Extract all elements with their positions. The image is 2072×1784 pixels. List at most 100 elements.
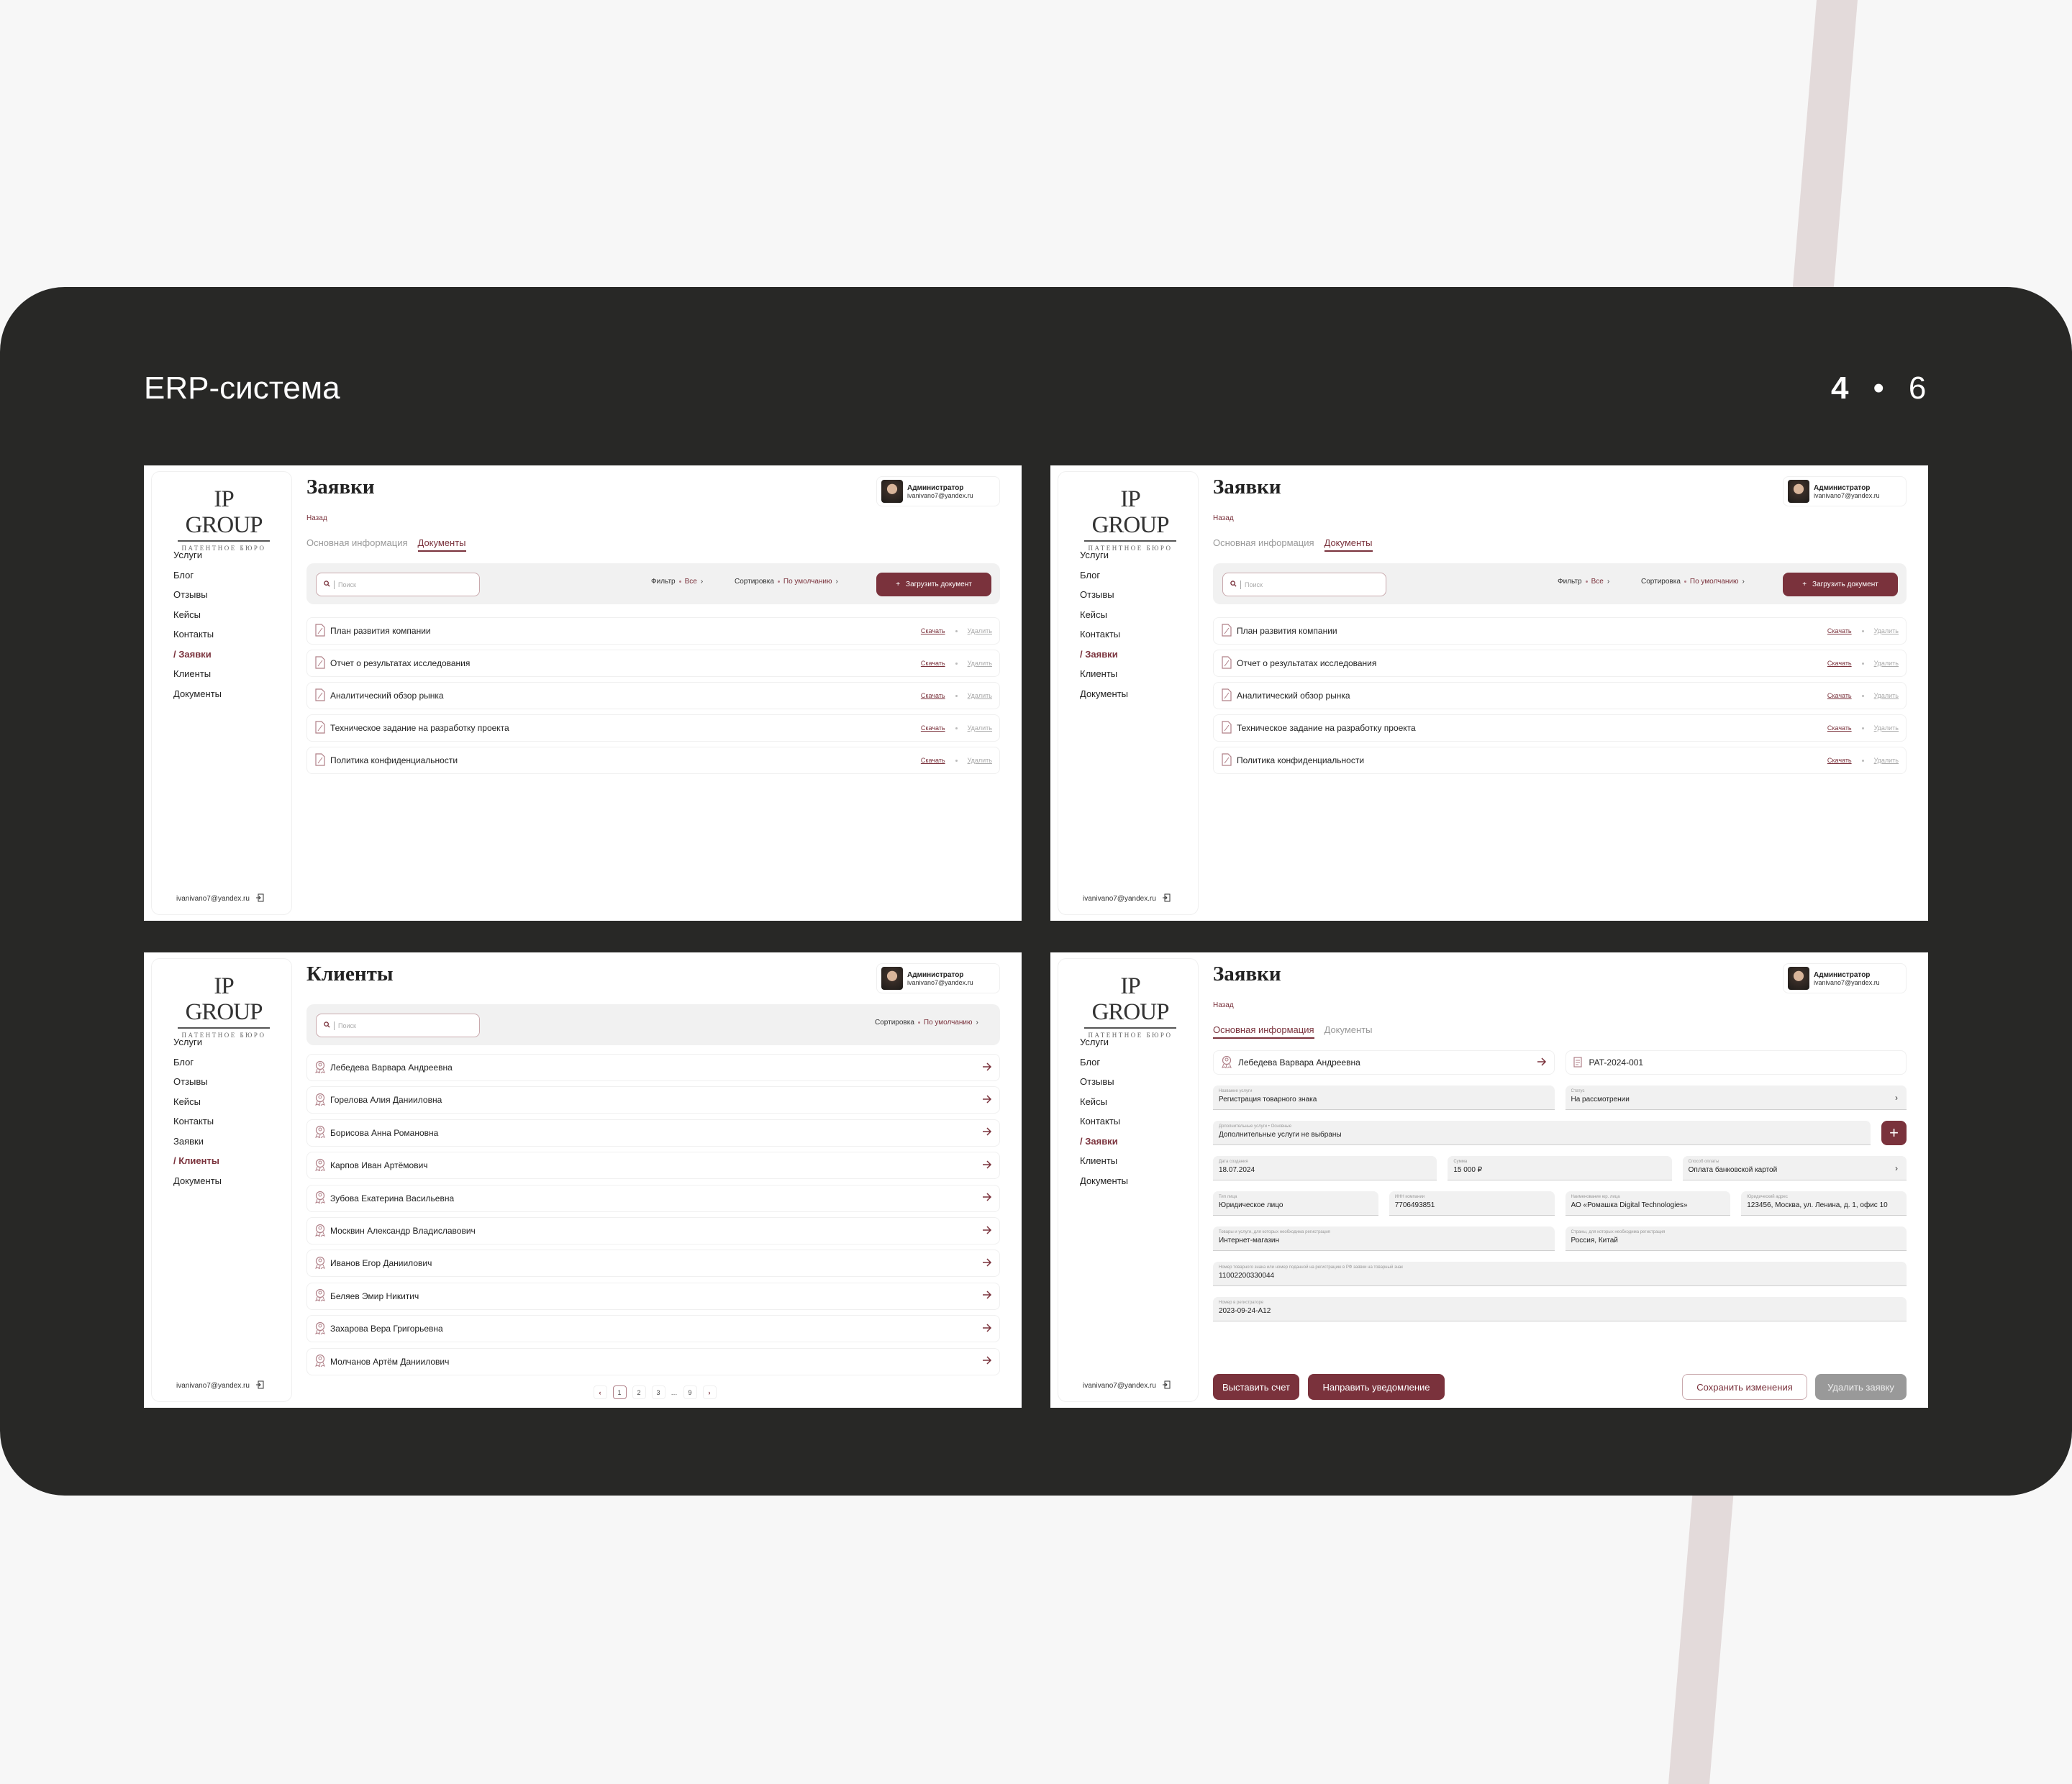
user-profile[interactable]: Администратор ivanivano7@yandex.ru xyxy=(876,476,1000,506)
logo[interactable]: IP GROUP ПАТЕНТНОЕ БЮРО xyxy=(173,973,274,1039)
download-link[interactable]: Скачать xyxy=(1827,692,1852,699)
back-link[interactable]: Назад xyxy=(1213,1001,1234,1009)
form-field[interactable]: Способ оплаты Оплата банковской картой › xyxy=(1682,1156,1907,1180)
save-button[interactable]: Сохранить изменения xyxy=(1682,1374,1807,1400)
arrow-right-icon[interactable] xyxy=(982,1324,992,1334)
arrow-right-icon[interactable] xyxy=(982,1095,992,1106)
search-input[interactable]: Поиск xyxy=(1222,573,1386,596)
sidebar-item-3[interactable]: Кейсы xyxy=(173,1096,222,1116)
client-row[interactable]: Лебедева Варвара Андреевна xyxy=(306,1054,1000,1081)
sidebar-item-4[interactable]: Контакты xyxy=(173,628,222,648)
sidebar-item-2[interactable]: Отзывы xyxy=(1080,1075,1128,1096)
tab-0[interactable]: Основная информация xyxy=(306,537,408,548)
sort-select[interactable]: Сортировка По умолчанию › xyxy=(875,1019,978,1027)
arrow-right-icon[interactable] xyxy=(982,1127,992,1138)
sidebar-item-7[interactable]: Документы xyxy=(173,1175,222,1195)
upload-document-button[interactable]: + Загрузить документ xyxy=(1783,573,1898,596)
sidebar-item-2[interactable]: Отзывы xyxy=(173,588,222,609)
prev-page-button[interactable]: ‹ xyxy=(593,1385,607,1399)
form-field[interactable]: Номер товарного знака или номер поданной… xyxy=(1213,1262,1907,1286)
logout-icon[interactable] xyxy=(1162,1380,1171,1391)
download-link[interactable]: Скачать xyxy=(1827,627,1852,634)
sort-select[interactable]: Сортировка По умолчанию › xyxy=(1641,578,1745,586)
form-field[interactable]: Страны, для которых необходима регистрац… xyxy=(1565,1226,1907,1251)
delete-link[interactable]: Удалить xyxy=(967,627,992,634)
delete-link[interactable]: Удалить xyxy=(967,757,992,764)
download-link[interactable]: Скачать xyxy=(920,724,945,732)
arrow-right-icon[interactable] xyxy=(982,1193,992,1203)
sidebar-item-3[interactable]: Кейсы xyxy=(1080,1096,1128,1116)
download-link[interactable]: Скачать xyxy=(1827,660,1852,667)
sidebar-item-0[interactable]: Услуги xyxy=(173,549,222,569)
client-row[interactable]: Беляев Эмир Никитич xyxy=(306,1282,1000,1310)
delete-link[interactable]: Удалить xyxy=(967,724,992,732)
user-profile[interactable]: Администратор ivanivano7@yandex.ru xyxy=(1783,963,1907,993)
sidebar-item-2[interactable]: Отзывы xyxy=(173,1075,222,1096)
logo[interactable]: IP GROUP ПАТЕНТНОЕ БЮРО xyxy=(1080,486,1181,552)
sort-select[interactable]: Сортировка По умолчанию › xyxy=(735,578,838,586)
sidebar-item-4[interactable]: Контакты xyxy=(1080,1115,1128,1135)
form-field[interactable]: Номер в регистраторе 2023-09-24-A12 xyxy=(1213,1297,1907,1321)
logout-icon[interactable] xyxy=(1162,893,1171,904)
search-input[interactable]: Поиск xyxy=(316,1014,480,1037)
form-field[interactable]: Название услуги Регистрация товарного зна… xyxy=(1213,1086,1555,1110)
form-field[interactable]: Статус На рассмотрении › xyxy=(1565,1086,1907,1110)
tab-1[interactable]: Документы xyxy=(417,537,466,552)
back-link[interactable]: Назад xyxy=(306,514,327,522)
form-field[interactable]: Товары и услуги, для которых необходима … xyxy=(1213,1226,1555,1251)
sidebar-item-0[interactable]: Услуги xyxy=(173,1036,222,1056)
page-button-9[interactable]: 9 xyxy=(683,1385,697,1399)
sidebar-item-7[interactable]: Документы xyxy=(173,688,222,708)
download-link[interactable]: Скачать xyxy=(920,757,945,764)
sidebar-item-2[interactable]: Отзывы xyxy=(1080,588,1128,609)
notify-button[interactable]: Направить уведомление xyxy=(1308,1374,1445,1400)
delete-link[interactable]: Удалить xyxy=(967,692,992,699)
delete-link[interactable]: Удалить xyxy=(1873,627,1899,634)
arrow-right-icon[interactable] xyxy=(982,1160,992,1171)
logo[interactable]: IP GROUP ПАТЕНТНОЕ БЮРО xyxy=(173,486,274,552)
arrow-right-icon[interactable] xyxy=(982,1062,992,1073)
upload-document-button[interactable]: + Загрузить документ xyxy=(876,573,991,596)
arrow-right-icon[interactable] xyxy=(982,1258,992,1269)
sidebar-item-6[interactable]: Клиенты xyxy=(173,668,222,688)
form-field[interactable]: ИНН компании 7706493851 xyxy=(1389,1191,1555,1216)
form-field[interactable]: Наименование юр. лица АО «Ромашка Digital… xyxy=(1565,1191,1731,1216)
logo[interactable]: IP GROUP ПАТЕНТНОЕ БЮРО xyxy=(1080,973,1181,1039)
sidebar-item-5[interactable]: / Заявки xyxy=(1080,1135,1128,1155)
search-input[interactable]: Поиск xyxy=(316,573,480,596)
sidebar-item-7[interactable]: Документы xyxy=(1080,1175,1128,1195)
download-link[interactable]: Скачать xyxy=(920,660,945,667)
page-button-3[interactable]: 3 xyxy=(651,1385,665,1399)
sidebar-item-6[interactable]: / Клиенты xyxy=(173,1155,222,1175)
tab-0[interactable]: Основная информация xyxy=(1213,1024,1314,1039)
invoice-button[interactable]: Выставить счет xyxy=(1213,1374,1299,1400)
delete-link[interactable]: Удалить xyxy=(1873,757,1899,764)
user-profile[interactable]: Администратор ivanivano7@yandex.ru xyxy=(1783,476,1907,506)
sidebar-item-3[interactable]: Кейсы xyxy=(1080,609,1128,629)
client-row[interactable]: Борисова Анна Романовна xyxy=(306,1119,1000,1147)
sidebar-item-1[interactable]: Блог xyxy=(173,1056,222,1076)
sidebar-item-5[interactable]: / Заявки xyxy=(1080,648,1128,668)
download-link[interactable]: Скачать xyxy=(920,627,945,634)
sidebar-item-1[interactable]: Блог xyxy=(173,569,222,589)
sidebar-item-1[interactable]: Блог xyxy=(1080,569,1128,589)
arrow-right-icon[interactable] xyxy=(982,1356,992,1367)
delete-request-button[interactable]: Удалить заявку xyxy=(1815,1374,1907,1400)
user-profile[interactable]: Администратор ivanivano7@yandex.ru xyxy=(876,963,1000,993)
client-row[interactable]: Молчанов Артём Даниилович xyxy=(306,1347,1000,1375)
sidebar-item-4[interactable]: Контакты xyxy=(1080,628,1128,648)
client-card[interactable]: Лебедева Варвара Андреевна xyxy=(1213,1050,1555,1075)
form-field[interactable]: Тип лица Юридическое лицо xyxy=(1213,1191,1378,1216)
delete-link[interactable]: Удалить xyxy=(1873,724,1899,732)
next-page-button[interactable]: › xyxy=(702,1385,717,1399)
back-link[interactable]: Назад xyxy=(1213,514,1234,522)
logout-icon[interactable] xyxy=(255,1380,264,1391)
client-row[interactable]: Горелова Алия Данииловна xyxy=(306,1086,1000,1114)
form-field[interactable]: Юридический адрес 123456, Москва, ул. Лен… xyxy=(1741,1191,1907,1216)
sidebar-item-7[interactable]: Документы xyxy=(1080,688,1128,708)
form-field[interactable]: Сумма 15 000 ₽ xyxy=(1448,1156,1672,1180)
sidebar-item-5[interactable]: / Заявки xyxy=(173,648,222,668)
download-link[interactable]: Скачать xyxy=(1827,757,1852,764)
filter-select[interactable]: Фильтр Все › xyxy=(1558,578,1609,586)
tab-1[interactable]: Документы xyxy=(1324,1024,1373,1035)
